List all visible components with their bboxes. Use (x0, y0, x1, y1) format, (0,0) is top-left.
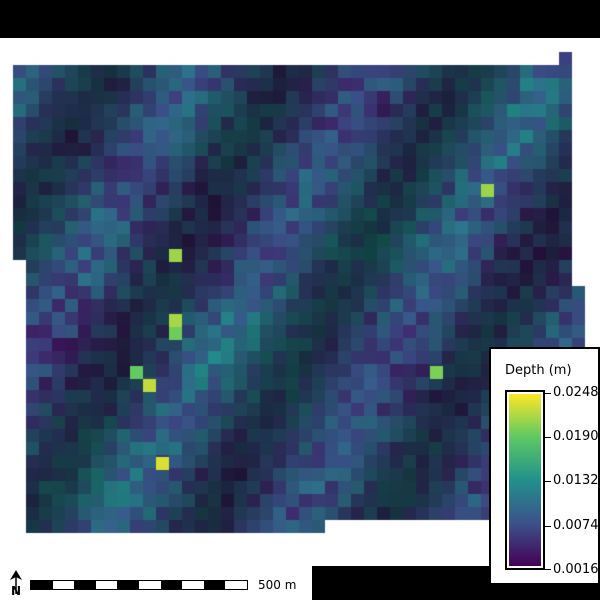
legend-tick (545, 437, 551, 438)
legend-tick (545, 569, 551, 570)
legend-tick (545, 393, 551, 394)
north-arrow-icon: N (10, 570, 22, 596)
legend: Depth (m) 0.0248 0.0190 0.0132 0.0074 0.… (489, 347, 600, 585)
legend-tick (545, 526, 551, 527)
scale-segment (160, 581, 183, 589)
legend-tick-label: 0.0074 (553, 518, 599, 533)
legend-gradient (509, 394, 541, 566)
scale-segment (117, 581, 139, 589)
legend-tick-label: 0.0016 (553, 562, 599, 577)
legend-tick-label: 0.0132 (553, 473, 599, 488)
north-letter: N (11, 584, 21, 596)
scale-segment (31, 581, 53, 589)
scale-label: 500 m (258, 578, 297, 592)
legend-colorbar (505, 390, 545, 570)
scale-bar (30, 580, 248, 590)
legend-tick-label: 0.0190 (553, 429, 599, 444)
scale-segment (74, 581, 96, 589)
legend-title: Depth (m) (505, 363, 572, 378)
legend-tick-label: 0.0248 (553, 385, 599, 400)
legend-tick (545, 481, 551, 482)
scale-segment (203, 581, 226, 589)
top-band (0, 0, 600, 38)
